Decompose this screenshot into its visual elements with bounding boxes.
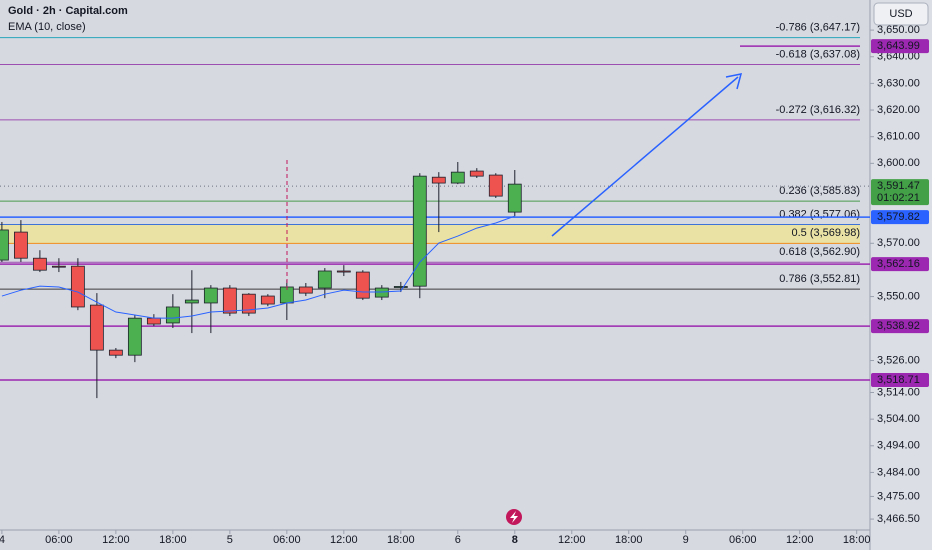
y-tick-label: 3,484.00 <box>877 466 920 478</box>
x-tick-label: 12:00 <box>102 534 130 546</box>
candle-body <box>374 287 389 298</box>
candle-body <box>70 265 85 308</box>
y-tick-label: 3,570.00 <box>877 237 920 249</box>
price-tag-label: 3,538.92 <box>877 320 920 332</box>
x-tick-label: 06:00 <box>45 534 73 546</box>
y-tick-label: 3,630.00 <box>877 77 920 89</box>
price-tag-label: 3,579.82 <box>877 211 920 223</box>
x-tick-label: 6 <box>455 534 461 546</box>
x-tick-label: 06:00 <box>273 534 301 546</box>
y-tick-label: 3,640.00 <box>877 51 920 63</box>
candle-body <box>203 287 218 304</box>
fib-label: 0.5 (3,569.98) <box>792 227 861 239</box>
indicator-label: EMA (10, close) <box>8 21 86 33</box>
candle-body <box>450 171 465 184</box>
candle-body <box>127 317 142 356</box>
x-tick-label: 18:00 <box>159 534 187 546</box>
candle-body <box>317 270 332 289</box>
currency-label[interactable]: USD <box>889 8 912 20</box>
y-tick-label: 3,610.00 <box>877 131 920 143</box>
x-tick-label: 5 <box>227 534 233 546</box>
x-tick-label: 06:00 <box>729 534 757 546</box>
x-tick-label: 9 <box>683 534 689 546</box>
candle-body <box>51 265 66 268</box>
candle-body <box>298 286 313 294</box>
event-icon-bolt <box>510 511 518 523</box>
x-tick-label: 18:00 <box>615 534 643 546</box>
y-tick-label: 3,526.00 <box>877 354 920 366</box>
y-tick-label: 3,620.00 <box>877 104 920 116</box>
countdown-label: 01:02:21 <box>877 192 920 204</box>
y-tick-label: 3,494.00 <box>877 440 920 452</box>
price-tag <box>871 210 929 225</box>
y-tick-label: 3,504.00 <box>877 413 920 425</box>
x-tick-label: 12:00 <box>558 534 586 546</box>
y-tick-label: 3,550.00 <box>877 290 920 302</box>
y-tick-label: 3,466.50 <box>877 513 920 525</box>
y-tick-label: 3,600.00 <box>877 157 920 169</box>
candle-body <box>165 306 180 324</box>
price-tag-label: 3,643.99 <box>877 40 920 52</box>
x-tick-label: 18:00 <box>843 534 871 546</box>
candle-body <box>507 183 522 213</box>
currency-button[interactable] <box>873 2 929 26</box>
fib-label: 0.618 (3,562.90) <box>779 246 860 258</box>
candle-body <box>108 349 123 356</box>
candle-body <box>0 229 9 261</box>
x-tick-label: 12:00 <box>786 534 814 546</box>
x-tick-label: 8 <box>512 534 518 546</box>
layers: -0.786 (3,647.17) -0.618 (3,637.08) -0.272… <box>0 22 920 546</box>
candle-body <box>260 295 275 305</box>
price-tag-label: 3,591.47 <box>877 180 920 192</box>
y-tick-label: 3,475.00 <box>877 490 920 502</box>
candle-body <box>32 257 47 271</box>
x-tick-label: 4 <box>0 534 5 546</box>
candle-body <box>222 287 237 314</box>
candle-body <box>241 293 256 314</box>
price-tag <box>871 179 929 206</box>
price-tag <box>871 39 929 54</box>
candle-body <box>393 286 408 288</box>
candle-body <box>469 170 484 177</box>
fib-label: 0.236 (3,585.83) <box>779 185 860 197</box>
price-tag <box>871 319 929 334</box>
price-tag-label: 3,518.71 <box>877 374 920 386</box>
fib-label: -0.618 (3,637.08) <box>776 48 860 60</box>
price-tag <box>871 257 929 272</box>
chart-title: Gold · 2h · Capital.com <box>8 5 128 17</box>
candle-body <box>89 304 104 351</box>
price-axis-panel <box>870 0 932 550</box>
ema-line <box>1 215 515 319</box>
fib-label: 0.786 (3,552.81) <box>779 273 860 285</box>
fib-zone <box>0 224 860 244</box>
price-tag <box>871 372 929 387</box>
fib-label: -0.272 (3,616.32) <box>776 104 860 116</box>
arrow-head <box>725 73 743 90</box>
candle-body <box>431 176 446 184</box>
fib-label: -0.786 (3,647.17) <box>776 22 860 34</box>
candle-body <box>336 270 351 273</box>
candle-body <box>355 271 370 299</box>
price-tag-label: 3,562.16 <box>877 258 920 270</box>
arrow-line <box>551 76 739 237</box>
candle-body <box>488 174 503 197</box>
x-tick-label: 12:00 <box>330 534 358 546</box>
fib-label: 0.382 (3,577.06) <box>779 208 860 220</box>
x-tick-label: 18:00 <box>387 534 415 546</box>
y-tick-label: 3,650.00 <box>877 24 920 36</box>
y-tick-label: 3,514.00 <box>877 386 920 398</box>
candle-body <box>146 317 161 325</box>
candle-body <box>13 231 28 259</box>
candle-body <box>184 299 199 304</box>
